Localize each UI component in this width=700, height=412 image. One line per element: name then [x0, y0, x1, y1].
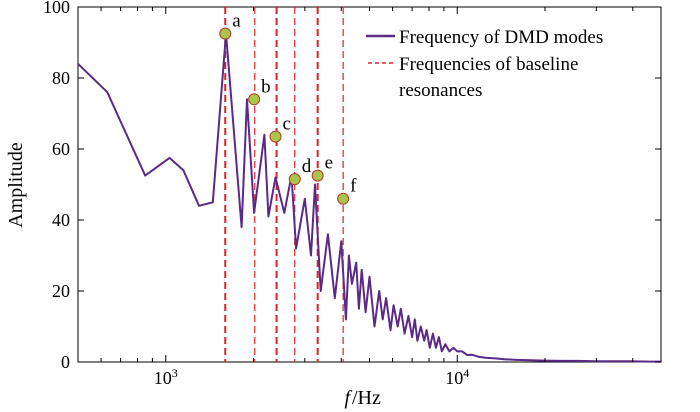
y-tick-label: 0 — [61, 352, 70, 372]
peak-label: a — [232, 11, 241, 32]
peak-label: d — [302, 156, 312, 177]
x-tick-label: 104 — [445, 366, 469, 388]
peak-label: c — [283, 114, 291, 135]
peak-marker — [269, 130, 282, 143]
dmd-frequency-line — [77, 32, 661, 363]
peak-label: e — [325, 153, 333, 174]
peak-marker — [248, 93, 261, 106]
y-tick-label: 80 — [52, 68, 70, 88]
axis-ticks: 0 20 40 60 80 100 103 104 — [43, 0, 662, 388]
legend: Frequency of DMD modes Frequencies of ba… — [366, 27, 603, 101]
peak-label: b — [261, 76, 271, 97]
x-tick-label: 103 — [154, 366, 178, 388]
x-axis-label-symbol: f — [344, 387, 352, 409]
y-tick-label: 100 — [43, 0, 70, 17]
peak-marker — [288, 173, 301, 186]
peak-marker — [311, 169, 324, 182]
legend-label-dmd: Frequency of DMD modes — [399, 27, 603, 48]
y-tick-label: 60 — [52, 139, 70, 159]
legend-label-resonance-2: resonances — [399, 80, 482, 101]
y-tick-label: 40 — [52, 210, 70, 230]
y-tick-label: 20 — [52, 281, 70, 301]
peak-markers: a bcd ef — [219, 11, 357, 205]
peak-label: f — [350, 176, 357, 197]
y-axis-label: Amplitude — [5, 142, 27, 228]
dmd-series — [77, 32, 661, 363]
peak-marker — [219, 27, 232, 40]
legend-label-resonance-1: Frequencies of baseline — [399, 54, 578, 75]
x-axis-label-unit: /Hz — [352, 387, 381, 409]
peak-marker — [337, 192, 350, 205]
